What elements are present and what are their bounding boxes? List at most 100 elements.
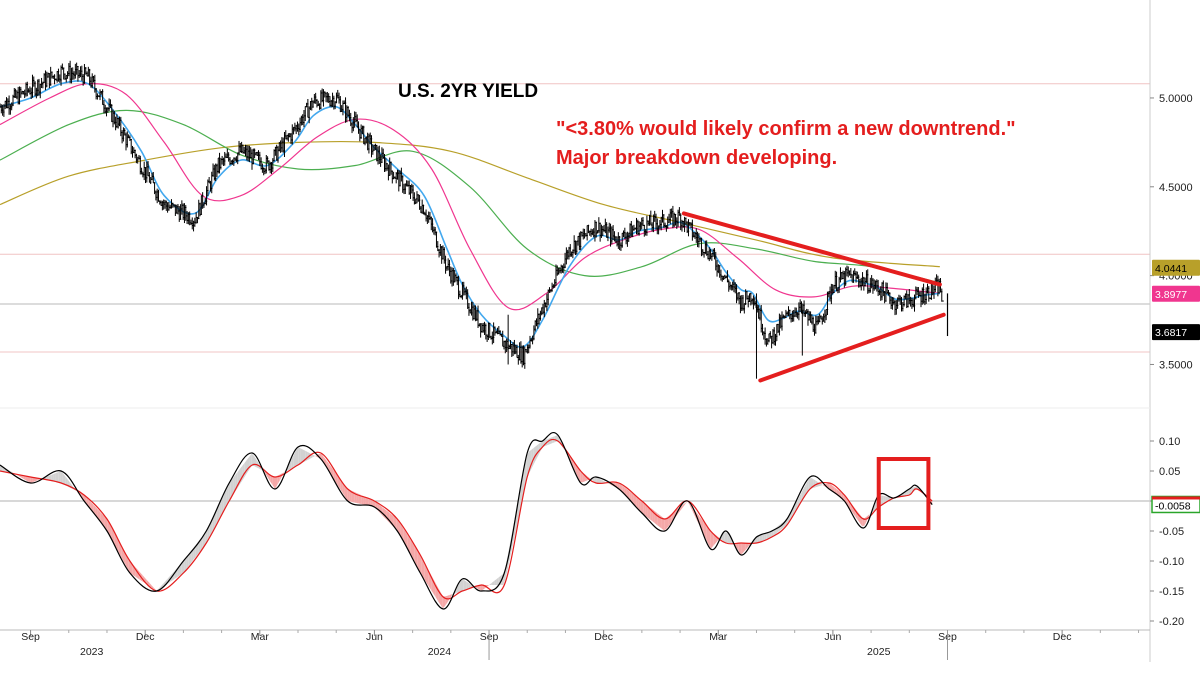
oscillator-fill-segment (228, 481, 231, 503)
oscillator-line (0, 431, 933, 610)
oscillator-fill-segment (149, 582, 152, 588)
oscillator-fill-segment (314, 455, 317, 457)
oscillator-fill-segment (862, 517, 865, 527)
x-tick-label: Jun (824, 631, 841, 643)
oscillator-fill-segment (666, 515, 669, 529)
osc-y-tick-label: 0.05 (1159, 466, 1180, 478)
x-tick-label: Dec (1053, 631, 1072, 643)
oscillator-fill-segment (298, 447, 301, 465)
oscillator-fill-segment (151, 585, 154, 590)
oscillator-fill-segment (874, 500, 877, 511)
oscillator-fill-segment (661, 516, 665, 531)
oscillator-fill-segment (153, 587, 157, 591)
oscillator-fill-segment (757, 535, 760, 543)
overlay-layer (681, 211, 946, 530)
oscillator-fill-segment (808, 477, 811, 491)
oscillator-fill-segment (272, 475, 275, 489)
oscillator-fill-segment (76, 491, 80, 495)
oscillator-fill-segment (820, 483, 823, 486)
oscillator-fill-segment (25, 476, 28, 482)
oscillator-fill-segment (745, 543, 749, 550)
oscillator-signal-line (0, 438, 933, 600)
oscillator-fill-segment (55, 472, 59, 483)
mid-average-line (0, 82, 940, 311)
last-value-badge-mid-bg (1152, 285, 1200, 302)
oscillator-fill-segment (412, 542, 415, 564)
oscillator-fill-segment (219, 499, 222, 520)
oscillator-fill-segment (48, 474, 52, 482)
oscillator-fill-segment (762, 533, 765, 541)
oscillator-fill-segment (370, 499, 373, 507)
oscillator-highlight-box (876, 457, 931, 530)
oscillator-fill-segment (58, 471, 61, 483)
last-value-badge-long-label: 4.0441 (1155, 263, 1187, 275)
oscillator-fill-segment (578, 467, 581, 483)
oscillator-fill-segment (32, 477, 35, 483)
oscillator-fill-segment (461, 579, 464, 592)
oscillator-fill-segment (414, 546, 418, 568)
oscillator-fill-segment (550, 437, 553, 445)
oscillator-fill-segment (421, 557, 425, 580)
oscillator-fill-segment (482, 585, 485, 591)
oscillator-fill-segment (580, 470, 583, 483)
oscillator-fill-segment (881, 495, 884, 506)
oscillator-fill-segment (181, 560, 185, 575)
oscillator-fill-segment (449, 594, 453, 599)
oscillator-fill-segment (724, 532, 728, 543)
year-label: 2024 (428, 646, 452, 658)
oscillator-fill-segment (685, 501, 688, 505)
oscillator-fill-segment (35, 477, 38, 482)
oscillator-fill-segment (689, 503, 693, 511)
oscillator-fill-segment (186, 554, 189, 569)
oscillator-fill-segment (417, 550, 420, 572)
chart-title: U.S. 2YR YIELD (398, 81, 538, 102)
oscillator-fill-segment (158, 586, 161, 590)
oscillator-fill-segment (759, 534, 763, 542)
oscillator-fill-segment (710, 531, 714, 549)
osc-last-value-stripe (1152, 496, 1200, 500)
oscillator-fill-segment (487, 584, 490, 587)
oscillator-fill-segment (256, 459, 259, 469)
oscillator-fill-segment (633, 494, 637, 508)
oscillator-fill-segment (293, 450, 296, 468)
oscillator-fill-segment (349, 489, 352, 502)
oscillator-fill-segment (223, 489, 227, 512)
oscillator-fill-segment (53, 473, 56, 482)
oscillator-fill-segment (519, 480, 522, 513)
osc-y-tick-label: -0.05 (1159, 526, 1184, 538)
oscillator-fill-segment (477, 585, 481, 591)
oscillator-fill-segment (184, 557, 187, 572)
oscillator-fill-segment (636, 496, 639, 510)
oscillator-fill-segment (594, 477, 597, 483)
oscillator-fill-segment (741, 543, 744, 555)
oscillator-fill-segment (344, 485, 348, 501)
oscillator-fill-segment (30, 476, 33, 483)
oscillator-fill-segment (270, 474, 273, 486)
oscillator-fill-segment (720, 535, 723, 541)
oscillator-fill-segment (640, 500, 644, 515)
y-tick-label: 4.5000 (1159, 182, 1193, 194)
osc-y-tick-label: -0.15 (1159, 586, 1184, 598)
oscillator-fill-segment (554, 435, 557, 443)
oscillator-fill-segment (160, 583, 164, 589)
last-value-badge-mid-label: 3.8977 (1155, 289, 1187, 301)
oscillator-fill-segment (682, 503, 686, 508)
lower-trendline (758, 312, 946, 383)
oscillator-fill-segment (596, 477, 599, 483)
oscillator-fill-segment (351, 490, 355, 503)
oscillator-fill-segment (713, 533, 716, 546)
oscillator-fill-segment (766, 532, 770, 539)
oscillator-fill-segment (536, 444, 539, 460)
oscillator-fill-segment (491, 581, 495, 585)
oscillator-fill-segment (419, 553, 422, 576)
oscillator-fill-segment (291, 455, 294, 469)
oscillator-fill-segment (300, 448, 303, 464)
osc-y-tick-label: -0.10 (1159, 556, 1184, 568)
oscillator-fill-segment (312, 454, 315, 458)
oscillator-fill-segment (65, 476, 68, 487)
upper-trendline (681, 211, 942, 287)
oscillator-fill-segment (442, 596, 446, 609)
